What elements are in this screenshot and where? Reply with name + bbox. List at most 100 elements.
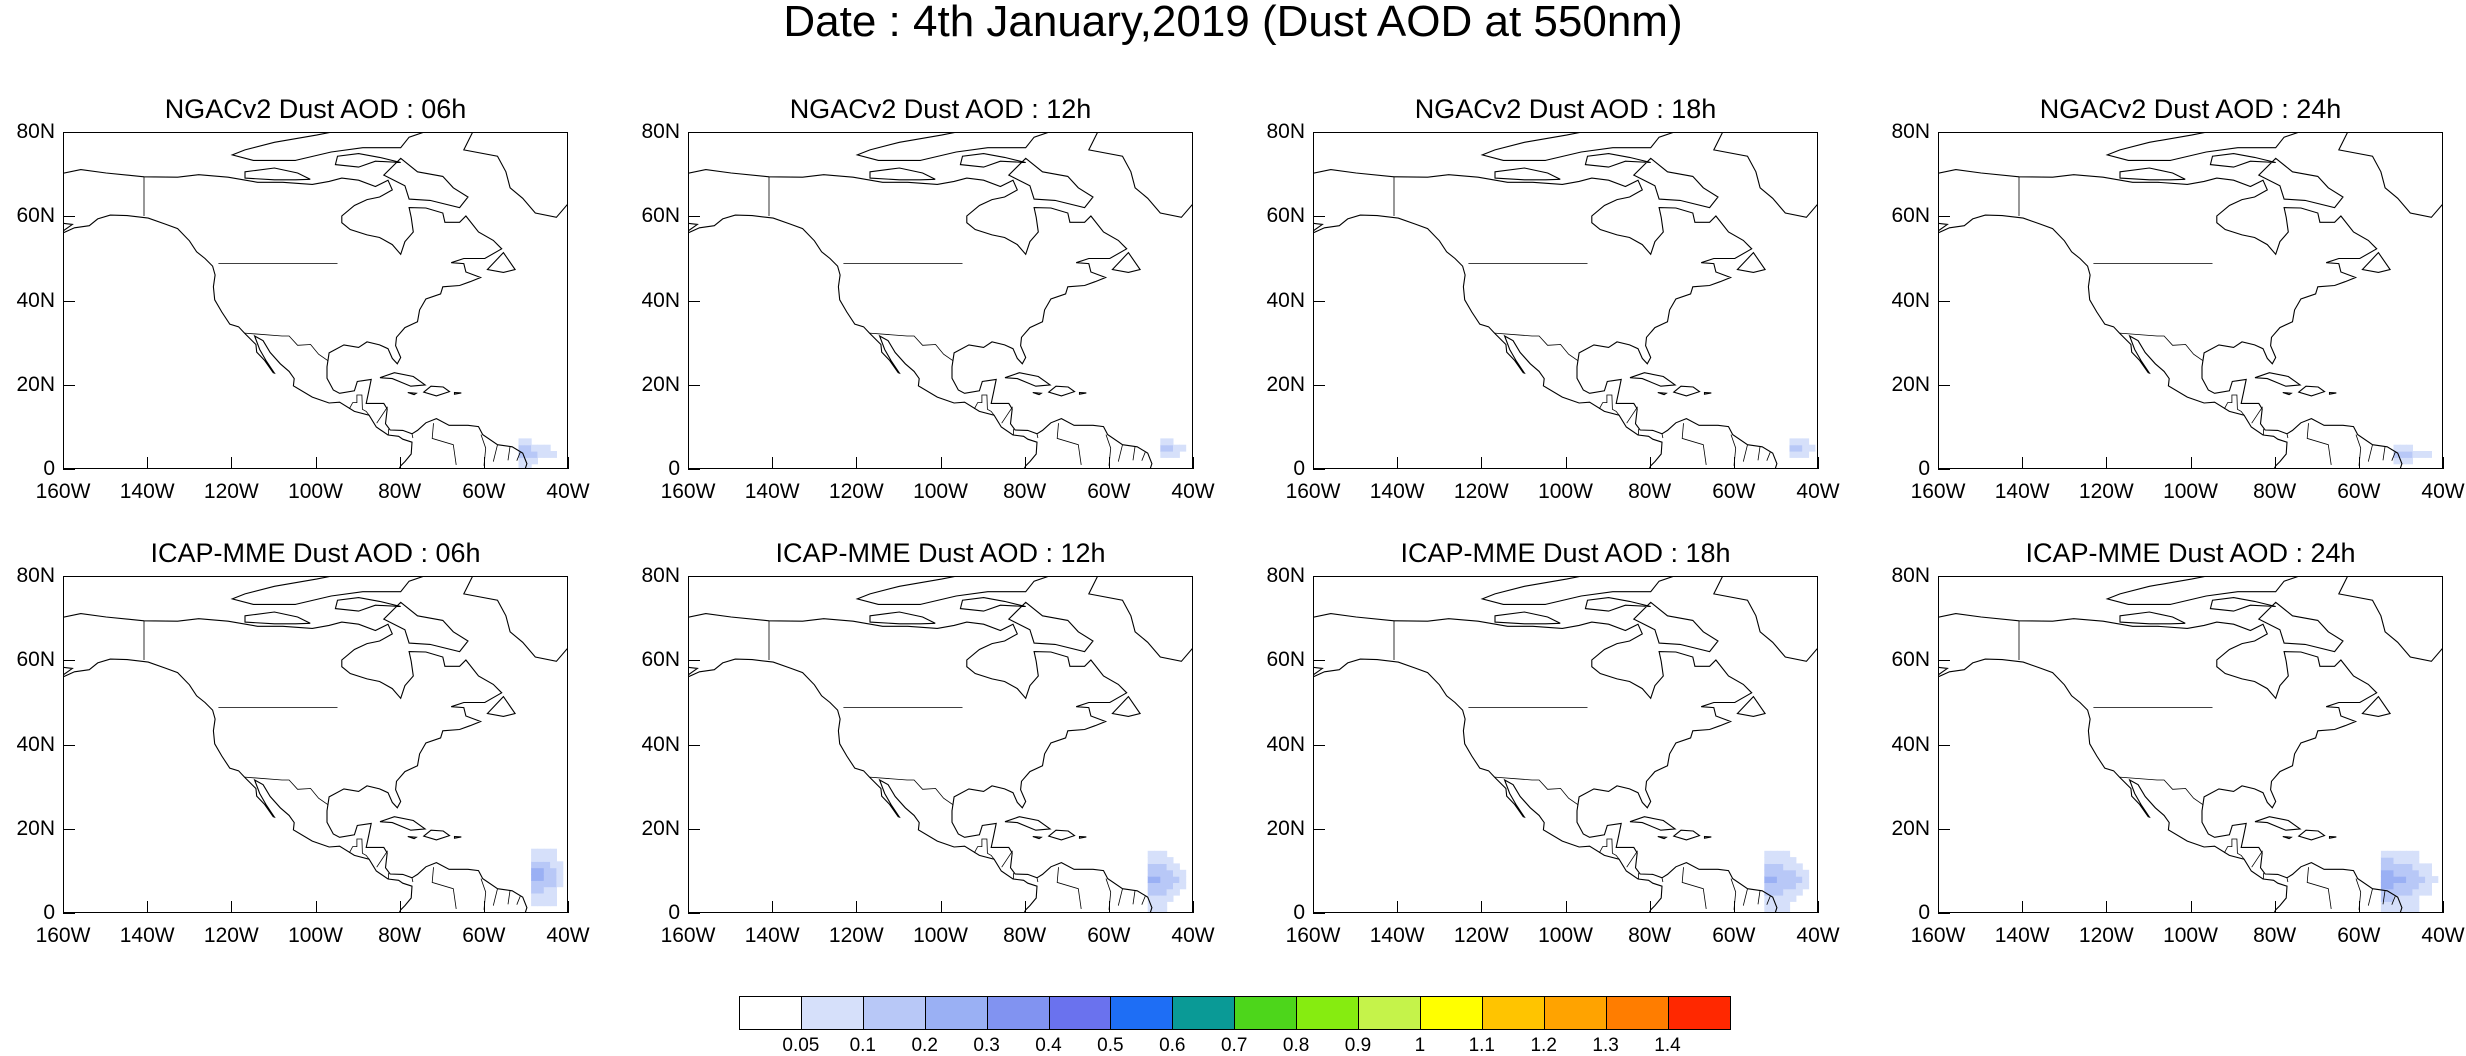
x-tick-label: 120W xyxy=(203,480,259,503)
dust-aod-cell xyxy=(537,880,545,888)
y-tick-label: 80N xyxy=(1891,564,1930,587)
colorbar-swatch xyxy=(1296,996,1360,1030)
dust-aod-cell xyxy=(2387,857,2395,864)
x-tick xyxy=(1481,901,1483,913)
dust-aod-field xyxy=(1789,438,1816,458)
x-tick xyxy=(2358,457,2360,469)
y-tick-label: 0 xyxy=(43,457,55,480)
dust-aod-cell xyxy=(1147,882,1155,890)
dust-aod-cell xyxy=(2412,907,2420,912)
x-tick-label: 120W xyxy=(1453,480,1509,503)
x-tick xyxy=(147,901,149,913)
y-tick-label: 40N xyxy=(1266,288,1305,312)
x-tick-label: 100W xyxy=(1538,480,1593,503)
colorbar-label: 1.2 xyxy=(1530,1035,1557,1056)
dust-aod-cell xyxy=(2418,863,2426,871)
y-tick-label: 60N xyxy=(641,204,680,228)
dust-aod-cell xyxy=(543,880,551,888)
x-tick xyxy=(399,457,401,469)
colorbar-swatch xyxy=(1605,996,1669,1030)
panel-title: ICAP-MME Dust AOD : 24h xyxy=(2025,538,2356,568)
dust-aod-cell xyxy=(1147,876,1155,883)
dust-aod-cell xyxy=(1160,451,1168,458)
dust-aod-cell xyxy=(2380,863,2388,871)
dust-aod-cell xyxy=(1789,438,1797,446)
y-tick-label: 0 xyxy=(1918,457,1930,480)
colorbar-swatch xyxy=(1543,996,1608,1030)
dust-aod-cell xyxy=(1789,863,1797,871)
y-tick-label: 20N xyxy=(1891,816,1930,840)
dust-aod-cell xyxy=(1802,438,1810,446)
dust-aod-cell xyxy=(1179,444,1187,452)
y-tick-label: 60N xyxy=(16,648,55,672)
dust-aod-cell xyxy=(1802,451,1810,458)
y-tick xyxy=(688,469,700,470)
dust-aod-cell xyxy=(2387,863,2395,871)
dust-aod-cell xyxy=(1173,882,1180,890)
country-borders xyxy=(143,620,521,910)
country-borders xyxy=(143,176,521,466)
colorbar-swatch xyxy=(1481,996,1546,1030)
dust-aod-cell xyxy=(1160,901,1168,909)
dust-aod-cell xyxy=(550,880,557,888)
x-tick-label: 160W xyxy=(1910,480,1966,503)
dust-aod-cell xyxy=(543,874,551,881)
x-tick-label: 60W xyxy=(1087,480,1131,503)
map-canvas xyxy=(64,133,567,468)
dust-aod-cell xyxy=(2393,850,2401,858)
dust-aod-cell xyxy=(1783,882,1791,890)
dust-aod-cell xyxy=(531,855,538,862)
dust-aod-cell xyxy=(550,451,557,458)
dust-aod-cell xyxy=(1160,895,1168,902)
colorbar-label: 0.5 xyxy=(1097,1035,1124,1056)
y-tick xyxy=(1313,216,1325,218)
y-tick xyxy=(63,132,75,133)
dust-aod-cell xyxy=(1147,863,1155,871)
main-title: Date : 4th January,2019 (Dust AOD at 550… xyxy=(783,0,1683,46)
colorbar-swatch xyxy=(1234,996,1298,1030)
y-tick xyxy=(1313,828,1325,830)
map-canvas xyxy=(64,577,567,912)
dust-aod-cell xyxy=(2431,876,2439,883)
dust-aod-field xyxy=(1160,438,1187,458)
dust-aod-cell xyxy=(531,861,538,869)
colorbar: 0.05 0.1 0.2 0.3 0.4 0.5 0.6 0.7 0.8 0.9 1 1.1 1.2 1.… xyxy=(739,996,1731,1056)
x-tick-label: 40W xyxy=(2421,480,2465,503)
map-panel xyxy=(63,576,568,913)
y-tick xyxy=(688,300,700,302)
dust-aod-cell xyxy=(2406,850,2413,858)
dust-aod-cell xyxy=(531,848,538,856)
x-tick xyxy=(1193,901,1194,913)
x-tick xyxy=(1024,901,1026,913)
dust-aod-cell xyxy=(1795,888,1803,896)
colorbar-swatch xyxy=(800,996,865,1030)
dust-aod-cell xyxy=(556,880,564,888)
y-tick xyxy=(63,384,75,386)
dust-aod-cell xyxy=(537,444,545,452)
dust-aod-cell xyxy=(1795,876,1803,883)
dust-aod-cell xyxy=(524,438,532,446)
dust-aod-cell xyxy=(1789,451,1797,458)
colorbar-label: 0.9 xyxy=(1344,1035,1372,1056)
colorbar-swatch xyxy=(924,996,989,1030)
y-tick xyxy=(1938,576,1950,577)
x-tick xyxy=(2106,901,2108,913)
x-tick-label: 160W xyxy=(660,480,716,503)
y-tick-label: 40N xyxy=(16,288,55,312)
x-tick xyxy=(1938,457,1939,469)
dust-aod-cell xyxy=(531,886,538,894)
x-tick-label: 60W xyxy=(462,924,506,947)
x-tick-label: 120W xyxy=(203,924,259,947)
x-tick xyxy=(568,901,569,913)
panel-title: NGACv2 Dust AOD : 18h xyxy=(1414,94,1717,124)
dust-aod-cell xyxy=(2393,451,2401,458)
dust-aod-cell xyxy=(1776,882,1784,890)
y-tick-label: 20N xyxy=(641,816,680,840)
dust-aod-cell xyxy=(543,848,551,856)
dust-aod-cell xyxy=(2406,882,2413,890)
x-tick-label: 140W xyxy=(744,480,800,503)
x-tick xyxy=(568,457,569,469)
x-tick xyxy=(2190,901,2192,913)
y-tick xyxy=(1938,216,1950,218)
dust-aod-cell xyxy=(518,463,526,468)
